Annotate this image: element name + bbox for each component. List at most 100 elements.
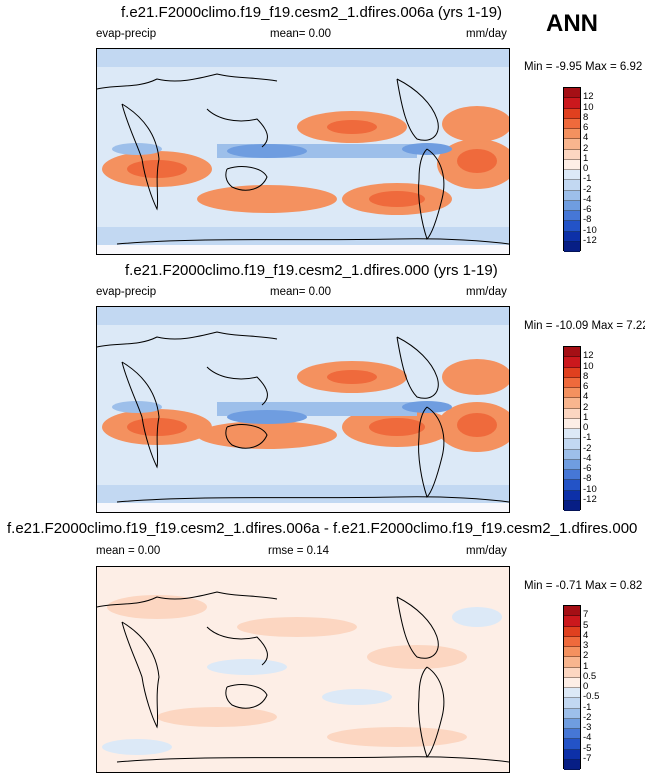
colorbar-tick-label: -2 bbox=[583, 711, 592, 723]
panel-1-minmax: Min = -9.95 Max = 6.92 bbox=[524, 61, 643, 73]
colorbar-segment bbox=[564, 749, 580, 760]
colorbar-tick-label: 4 bbox=[583, 391, 589, 403]
colorbar-tick-label: 8 bbox=[583, 111, 589, 123]
colorbar-tick-label: -10 bbox=[583, 224, 597, 236]
panel-2-units-label: mm/day bbox=[466, 286, 507, 298]
colorbar-segment bbox=[564, 429, 580, 440]
colorbar-segment bbox=[564, 688, 580, 699]
panel-1-mean-label: mean= 0.00 bbox=[270, 28, 332, 40]
colorbar-segment bbox=[564, 616, 580, 627]
colorbar-tick-label: -8 bbox=[583, 473, 592, 485]
colorbar-tick-label: -2 bbox=[583, 183, 592, 195]
colorbar-tick-label: -12 bbox=[583, 234, 597, 246]
colorbar-segment bbox=[564, 480, 580, 491]
colorbar-tick-label: 12 bbox=[583, 350, 594, 362]
panel-2-variable-label: evap-precip bbox=[96, 286, 157, 298]
colorbar-tick-label: -12 bbox=[583, 493, 597, 505]
colorbar-segment bbox=[564, 129, 580, 140]
panel-2-map-field bbox=[97, 307, 509, 512]
colorbar-segment bbox=[564, 88, 580, 99]
colorbar-segment bbox=[564, 170, 580, 181]
colorbar-tick-label: 2 bbox=[583, 142, 589, 154]
colorbar-tick-label: 8 bbox=[583, 370, 589, 382]
colorbar-segment bbox=[564, 149, 580, 160]
colorbar-tick-label: 5 bbox=[583, 619, 589, 631]
panel-1-map-field bbox=[97, 49, 509, 254]
colorbar-segment bbox=[564, 408, 580, 419]
colorbar-tick-label: 0 bbox=[583, 681, 589, 692]
colorbar-tick-label: -4 bbox=[583, 193, 592, 205]
panel-1-title: f.e21.F2000climo.f19_f19.cesm2_1.dfires.… bbox=[121, 4, 503, 21]
colorbar-tick-label: -8 bbox=[583, 214, 592, 226]
colorbar-tick-label: 1 bbox=[583, 660, 589, 672]
colorbar-segment bbox=[564, 221, 580, 232]
colorbar-segment bbox=[564, 739, 580, 750]
colorbar-segment bbox=[564, 698, 580, 709]
panel-2-colorbar bbox=[563, 346, 581, 511]
colorbar-segment bbox=[564, 190, 580, 201]
panel-1-variable-label: evap-precip bbox=[96, 28, 157, 40]
colorbar-tick-label: -2 bbox=[583, 442, 592, 454]
colorbar-tick-label: -4 bbox=[583, 452, 592, 464]
colorbar-segment bbox=[564, 718, 580, 729]
panel-1-map bbox=[96, 48, 510, 255]
panel-3-minmax: Min = -0.71 Max = 0.82 bbox=[524, 580, 643, 592]
panel-3-rmse-label: rmse = 0.14 bbox=[268, 545, 330, 557]
colorbar-tick-label: 1 bbox=[583, 411, 589, 423]
colorbar-segment bbox=[564, 500, 580, 511]
colorbar-segment bbox=[564, 200, 580, 211]
colorbar-segment bbox=[564, 388, 580, 399]
colorbar-tick-label: -10 bbox=[583, 483, 597, 495]
colorbar-segment bbox=[564, 470, 580, 481]
colorbar-segment bbox=[564, 367, 580, 378]
season-label: ANN bbox=[546, 10, 598, 37]
colorbar-segment bbox=[564, 606, 580, 617]
colorbar-tick-label: -6 bbox=[583, 463, 592, 474]
colorbar-segment bbox=[564, 708, 580, 719]
colorbar-segment bbox=[564, 759, 580, 770]
colorbar-segment bbox=[564, 180, 580, 191]
colorbar-segment bbox=[564, 398, 580, 409]
panel-3-map-field bbox=[97, 567, 509, 772]
colorbar-tick-label: -4 bbox=[583, 732, 592, 744]
colorbar-tick-label: 4 bbox=[583, 132, 589, 144]
colorbar-tick-label: 3 bbox=[583, 640, 589, 651]
panel-3-map bbox=[96, 566, 510, 773]
colorbar-segment bbox=[564, 439, 580, 450]
colorbar-segment bbox=[564, 231, 580, 242]
panel-1-colorbar bbox=[563, 87, 581, 252]
colorbar-tick-label: 10 bbox=[583, 101, 594, 113]
colorbar-segment bbox=[564, 677, 580, 688]
colorbar-segment bbox=[564, 108, 580, 119]
panel-2-mean-label: mean= 0.00 bbox=[270, 286, 332, 298]
panel-3-units-label: mm/day bbox=[466, 545, 507, 557]
colorbar-segment bbox=[564, 729, 580, 740]
panel-1-units-label: mm/day bbox=[466, 28, 507, 40]
colorbar-tick-label: 2 bbox=[583, 650, 589, 662]
colorbar-tick-label: -1 bbox=[583, 432, 592, 444]
colorbar-segment bbox=[564, 377, 580, 388]
colorbar-tick-label: 6 bbox=[583, 381, 589, 392]
colorbar-segment bbox=[564, 98, 580, 109]
colorbar-segment bbox=[564, 347, 580, 358]
colorbar-segment bbox=[564, 211, 580, 222]
colorbar-tick-label: -3 bbox=[583, 722, 592, 733]
colorbar-segment bbox=[564, 357, 580, 368]
colorbar-segment bbox=[564, 657, 580, 668]
colorbar-tick-label: 0 bbox=[583, 422, 589, 433]
colorbar-tick-label: 4 bbox=[583, 629, 589, 641]
panel-3-colorbar bbox=[563, 605, 581, 770]
colorbar-tick-label: 0.5 bbox=[583, 670, 597, 682]
panel-2-map bbox=[96, 306, 510, 513]
colorbar-tick-label: -0.5 bbox=[583, 691, 600, 703]
colorbar-segment bbox=[564, 490, 580, 501]
colorbar-segment bbox=[564, 139, 580, 150]
panel-3-title: f.e21.F2000climo.f19_f19.cesm2_1.dfires.… bbox=[7, 520, 638, 537]
colorbar-segment bbox=[564, 159, 580, 170]
colorbar-tick-label: -1 bbox=[583, 173, 592, 185]
colorbar-segment bbox=[564, 636, 580, 647]
panel-2-minmax: Min = -10.09 Max = 7.22 bbox=[524, 320, 645, 332]
colorbar-segment bbox=[564, 418, 580, 429]
colorbar-tick-label: 0 bbox=[583, 163, 589, 174]
colorbar-segment bbox=[564, 647, 580, 658]
